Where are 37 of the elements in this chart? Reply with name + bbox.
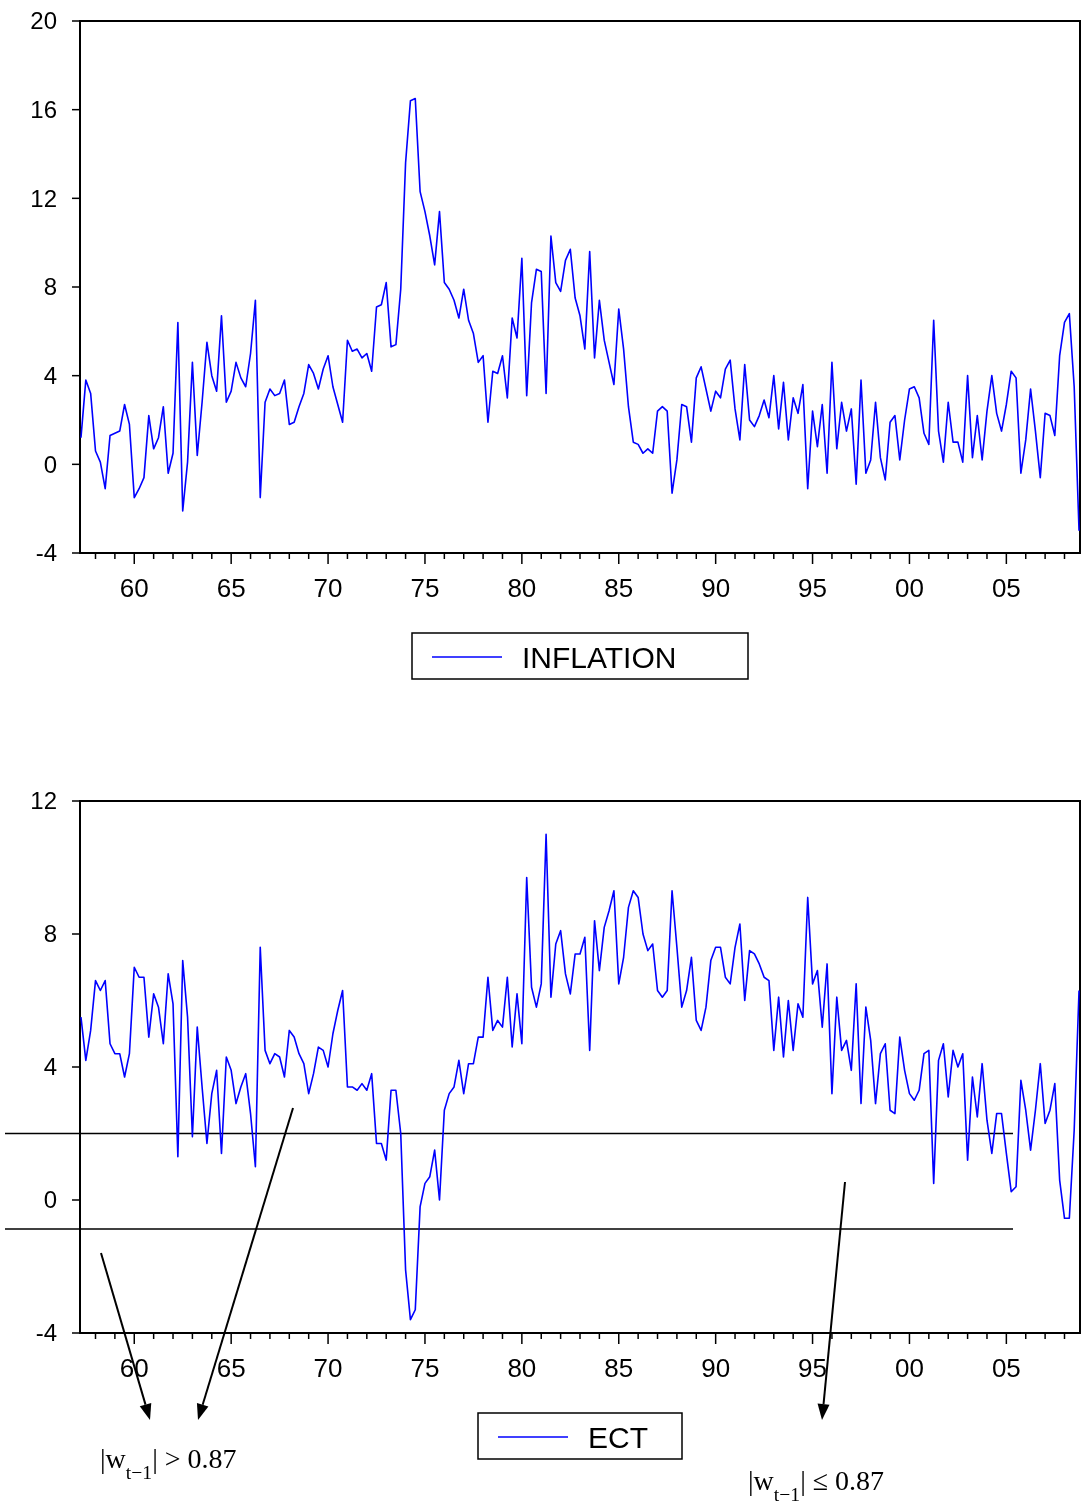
x-tick-label: 60 [119, 573, 149, 603]
legend-label: INFLATION [522, 641, 677, 674]
y-tick-label: 8 [43, 920, 57, 948]
x-tick-label: 05 [991, 1353, 1021, 1383]
y-tick-label: 12 [30, 787, 57, 815]
y-tick-label: 12 [30, 184, 57, 212]
y-tick-label: 20 [30, 7, 57, 35]
line-series [80, 833, 1080, 1321]
x-tick-label: 95 [798, 573, 828, 603]
x-tick-label: 75 [410, 573, 440, 603]
y-tick-label: -4 [35, 1319, 57, 1347]
x-tick-label: 80 [507, 1353, 537, 1383]
y-tick-label: 4 [43, 1053, 57, 1081]
x-tick-label: 70 [313, 1353, 343, 1383]
text: |w$_{t−1}$| ≤ 0.87 [748, 1465, 885, 1501]
legend-label: ECT [588, 1421, 648, 1454]
y-tick-label: 0 [43, 1186, 57, 1214]
x-tick-label: 00 [895, 1353, 924, 1383]
x-tick-label: 90 [701, 573, 731, 603]
x-tick-label: 85 [604, 573, 634, 603]
y-tick-label: 0 [43, 450, 57, 478]
x-tick-label: 70 [313, 573, 343, 603]
x-tick-label: 75 [410, 1353, 440, 1383]
y-tick-label: 16 [30, 96, 57, 124]
line-series [80, 97, 1080, 532]
x-tick-label: 05 [991, 573, 1021, 603]
x-tick-label: 65 [216, 573, 246, 603]
x-tick-label: 00 [895, 573, 924, 603]
x-tick-label: 85 [604, 1353, 634, 1383]
text: |w$_{t−1}$| > 0.87 [100, 1443, 237, 1483]
y-tick-label: -4 [35, 539, 57, 567]
x-tick-label: 65 [216, 1353, 246, 1383]
x-tick-label: 95 [798, 1353, 828, 1383]
x-tick-label: 80 [507, 573, 537, 603]
y-tick-label: 8 [43, 273, 57, 301]
x-tick-label: 90 [701, 1353, 731, 1383]
y-tick-label: 4 [43, 362, 57, 390]
